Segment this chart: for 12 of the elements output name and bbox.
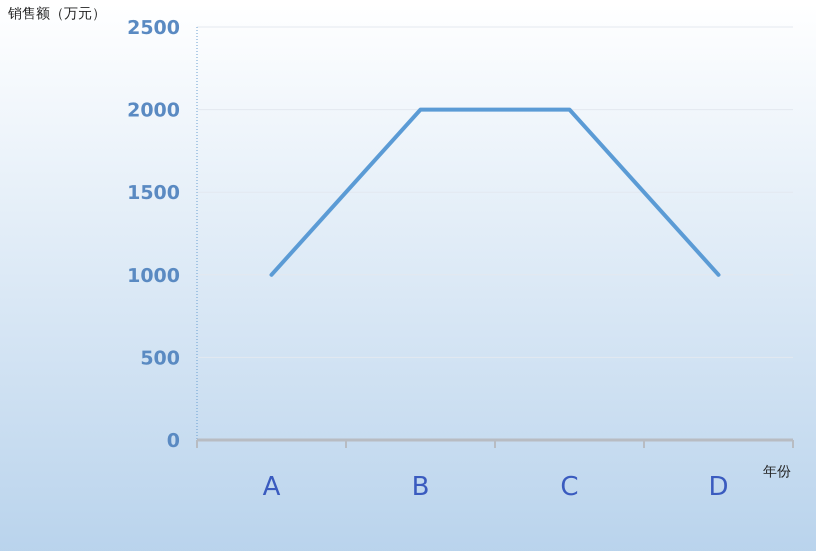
y-tick-label: 0 [166,430,180,452]
x-tick-label: D [708,472,729,502]
x-tick-label: B [412,472,430,502]
x-tick-label: A [262,472,281,502]
y-tick-label: 2500 [127,17,180,39]
y-axis-title: 销售额（万元） [7,6,106,22]
y-tick-label: 2000 [127,100,180,122]
x-tick-label: C [560,472,579,502]
y-tick-label: 1500 [127,182,180,204]
y-tick-label: 1000 [127,264,180,287]
x-axis-title: 年份 [763,464,791,480]
y-tick-label: 500 [140,347,180,370]
